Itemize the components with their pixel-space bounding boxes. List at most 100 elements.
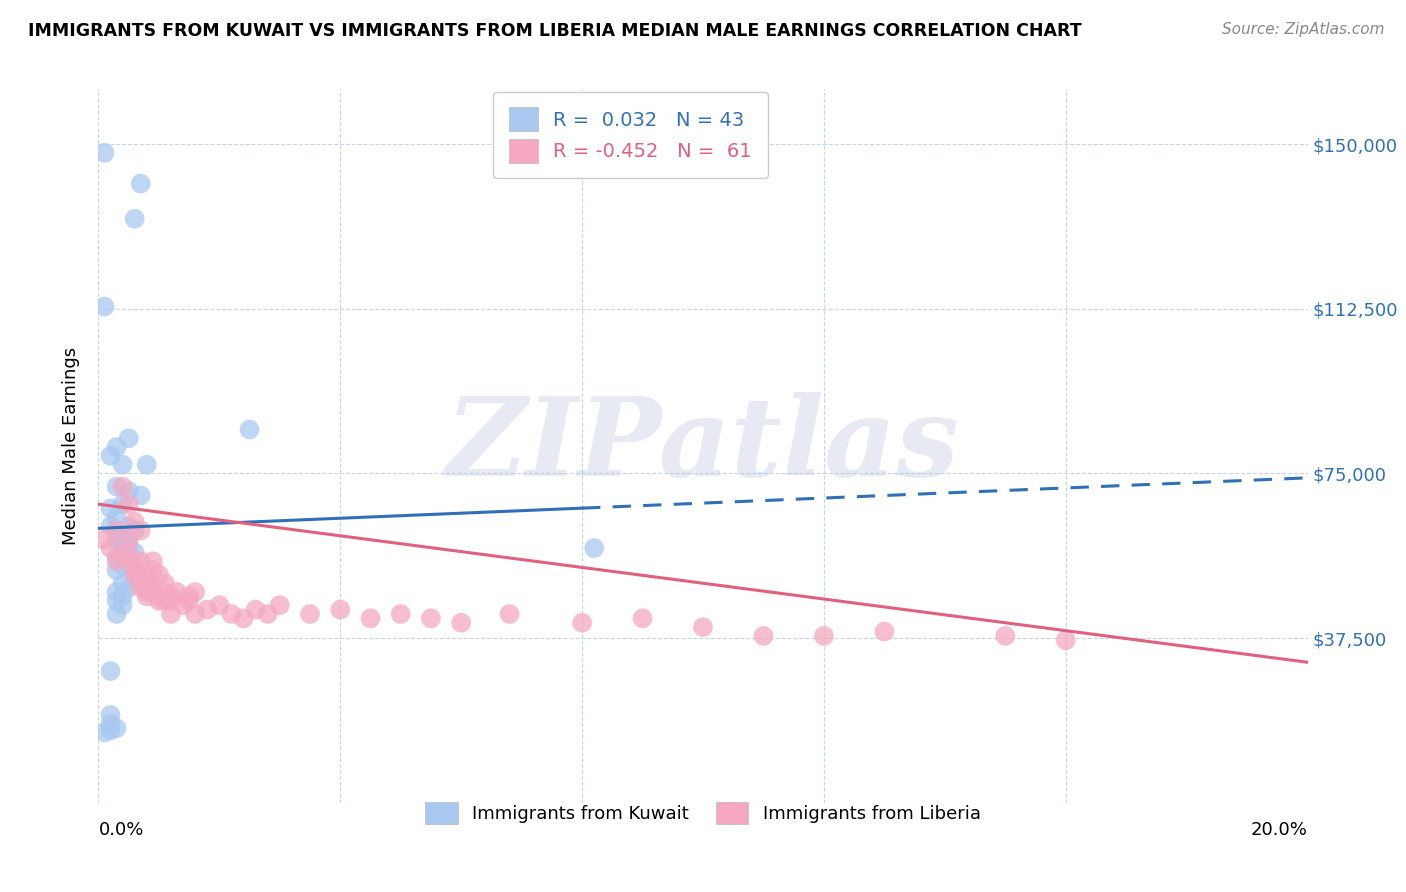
Point: [118, 533, 141, 547]
Point: [148, 590, 170, 604]
Point: [160, 607, 183, 621]
Point: [105, 480, 128, 494]
Point: [142, 563, 165, 577]
Point: [1054, 633, 1077, 648]
Point: [111, 558, 134, 573]
Point: [105, 554, 128, 568]
Point: [752, 629, 775, 643]
Point: [160, 594, 183, 608]
Point: [105, 533, 128, 547]
Point: [221, 607, 243, 621]
Point: [93, 725, 115, 739]
Point: [160, 590, 183, 604]
Point: [100, 708, 122, 723]
Point: [118, 483, 141, 498]
Text: IMMIGRANTS FROM KUWAIT VS IMMIGRANTS FROM LIBERIA MEDIAN MALE EARNINGS CORRELATI: IMMIGRANTS FROM KUWAIT VS IMMIGRANTS FRO…: [28, 22, 1081, 40]
Point: [105, 721, 128, 735]
Point: [299, 607, 322, 621]
Point: [583, 541, 606, 555]
Point: [111, 541, 134, 555]
Text: Source: ZipAtlas.com: Source: ZipAtlas.com: [1222, 22, 1385, 37]
Point: [118, 581, 141, 595]
Point: [135, 585, 157, 599]
Point: [93, 300, 115, 314]
Point: [105, 510, 128, 524]
Point: [420, 611, 443, 625]
Point: [100, 716, 122, 731]
Point: [111, 480, 134, 494]
Point: [813, 629, 835, 643]
Point: [111, 497, 134, 511]
Point: [129, 524, 152, 538]
Point: [994, 629, 1017, 643]
Point: [124, 545, 146, 559]
Point: [129, 488, 152, 502]
Point: [105, 524, 128, 538]
Y-axis label: Median Male Earnings: Median Male Earnings: [62, 347, 80, 545]
Point: [135, 458, 157, 472]
Point: [93, 533, 115, 547]
Point: [389, 607, 412, 621]
Point: [129, 581, 152, 595]
Point: [105, 549, 128, 564]
Point: [105, 607, 128, 621]
Point: [142, 554, 165, 568]
Point: [148, 594, 170, 608]
Point: [245, 602, 267, 616]
Point: [118, 519, 141, 533]
Point: [124, 558, 146, 573]
Point: [329, 602, 352, 616]
Point: [184, 607, 207, 621]
Point: [195, 602, 218, 616]
Point: [111, 458, 134, 472]
Point: [129, 576, 152, 591]
Point: [111, 528, 134, 542]
Point: [124, 563, 146, 577]
Point: [179, 594, 201, 608]
Point: [873, 624, 896, 639]
Point: [124, 211, 146, 226]
Point: [111, 590, 134, 604]
Point: [135, 576, 157, 591]
Point: [129, 177, 152, 191]
Point: [148, 567, 170, 582]
Point: [179, 590, 201, 604]
Text: ZIPatlas: ZIPatlas: [446, 392, 960, 500]
Point: [124, 567, 146, 582]
Point: [498, 607, 520, 621]
Point: [100, 541, 122, 555]
Point: [118, 537, 141, 551]
Point: [105, 563, 128, 577]
Point: [105, 440, 128, 454]
Point: [129, 554, 152, 568]
Point: [450, 615, 472, 630]
Point: [105, 594, 128, 608]
Point: [111, 598, 134, 612]
Point: [153, 585, 176, 599]
Point: [360, 611, 382, 625]
Point: [153, 594, 176, 608]
Point: [232, 611, 254, 625]
Point: [269, 598, 291, 612]
Point: [93, 145, 115, 160]
Point: [172, 598, 194, 612]
Point: [124, 515, 146, 529]
Point: [153, 576, 176, 591]
Point: [135, 572, 157, 586]
Point: [256, 607, 278, 621]
Point: [118, 431, 141, 445]
Point: [571, 615, 593, 630]
Legend: Immigrants from Kuwait, Immigrants from Liberia: Immigrants from Kuwait, Immigrants from …: [412, 789, 994, 837]
Point: [631, 611, 654, 625]
Point: [118, 545, 141, 559]
Point: [100, 449, 122, 463]
Point: [239, 423, 262, 437]
Point: [100, 519, 122, 533]
Point: [118, 554, 141, 568]
Point: [100, 664, 122, 678]
Point: [184, 585, 207, 599]
Point: [118, 497, 141, 511]
Point: [124, 567, 146, 582]
Point: [208, 598, 231, 612]
Text: 20.0%: 20.0%: [1251, 821, 1308, 838]
